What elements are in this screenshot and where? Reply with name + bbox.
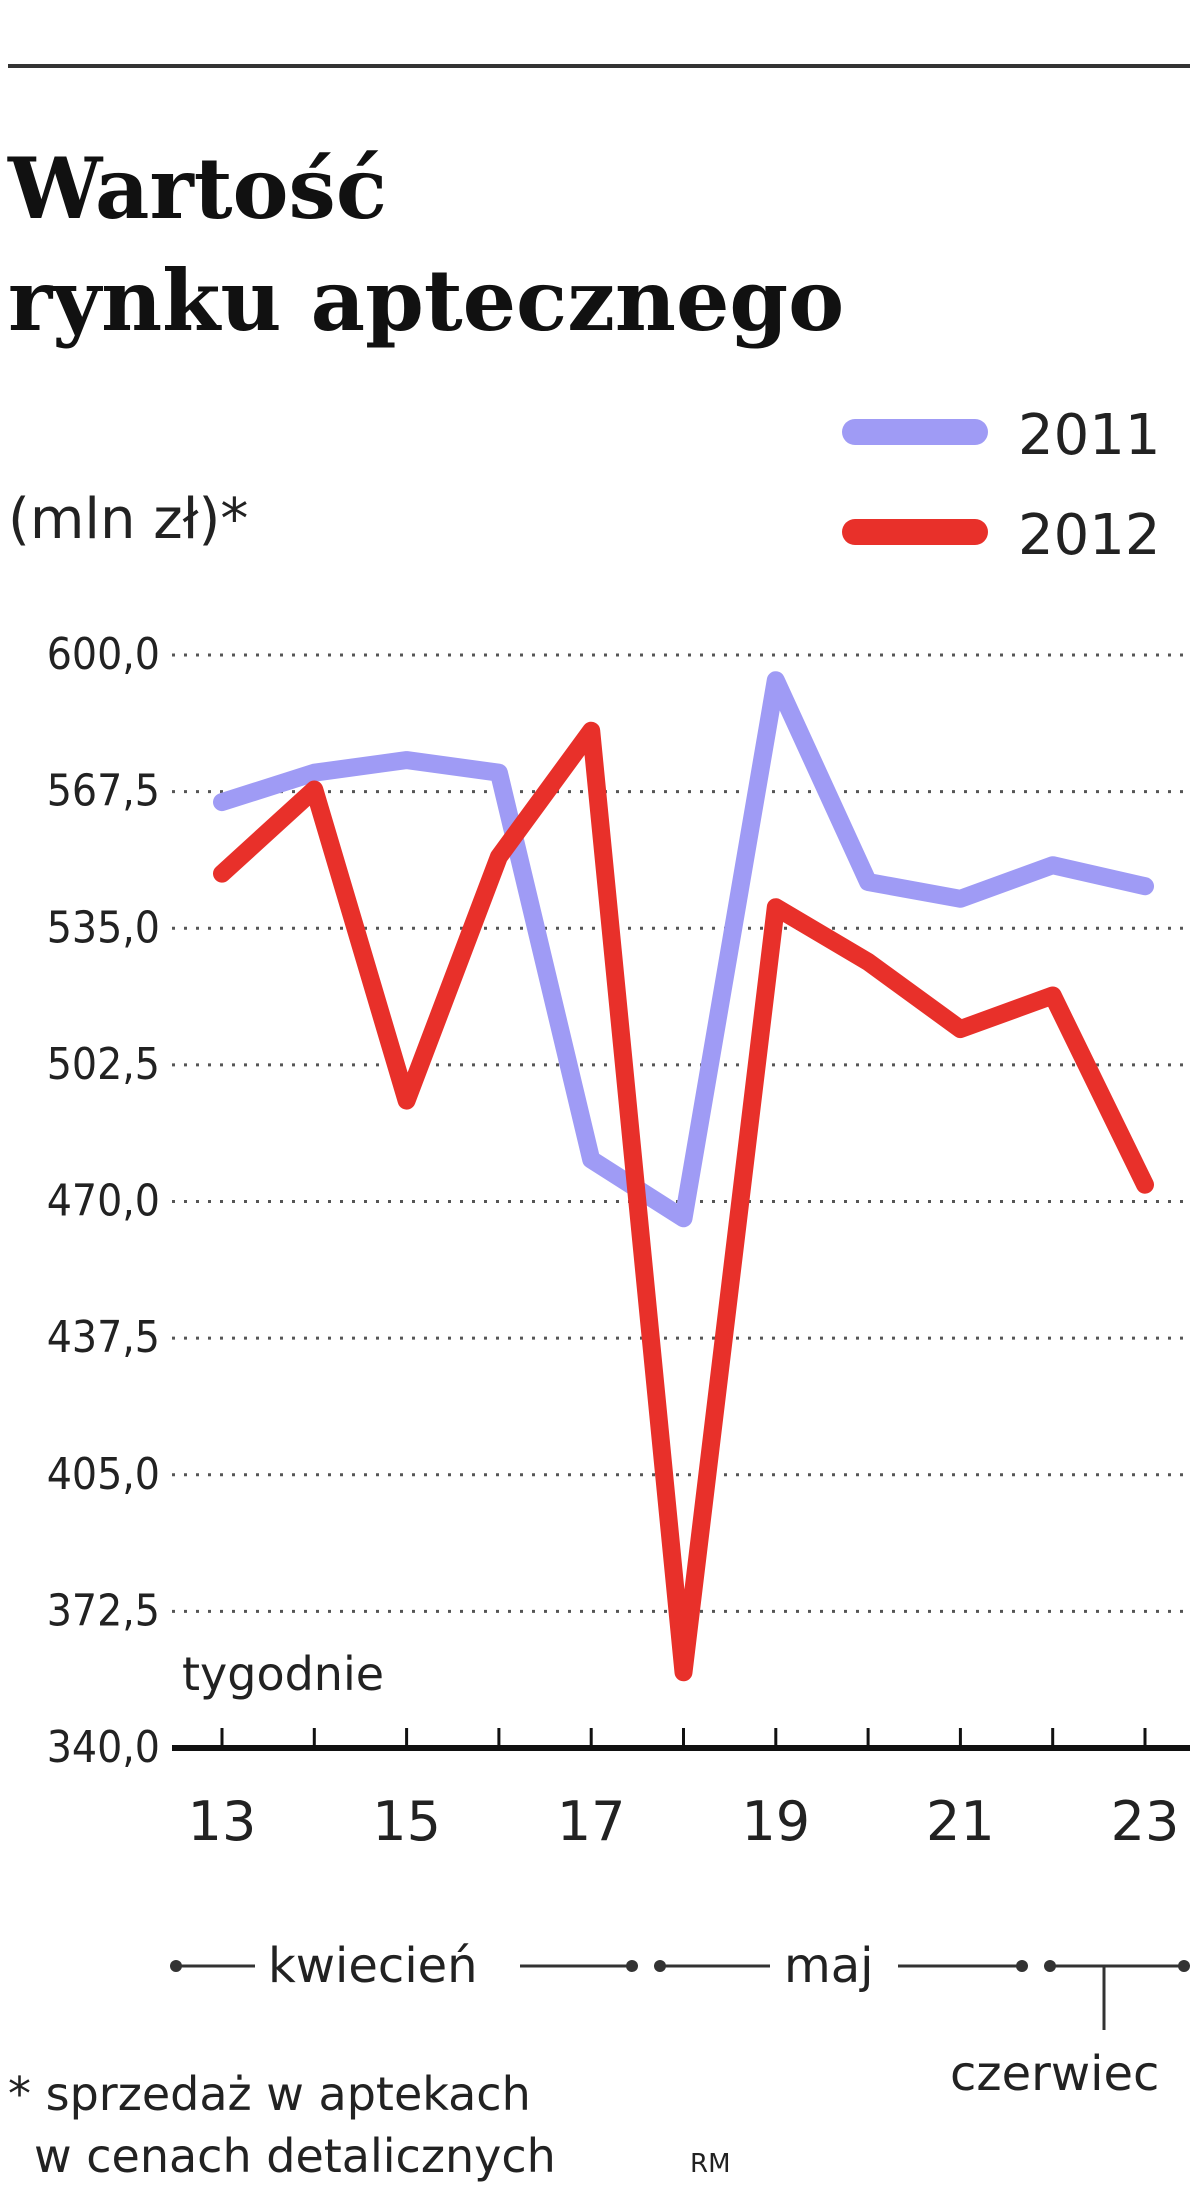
series-lines bbox=[213, 671, 1154, 1682]
series-line-2011 bbox=[213, 671, 1154, 1228]
y-tick-label: 437,5 bbox=[47, 1312, 160, 1363]
legend-label-2012: 2012 bbox=[1018, 503, 1161, 568]
y-tick-label: 535,0 bbox=[47, 902, 160, 953]
x-tick-label: 21 bbox=[926, 1790, 995, 1853]
y-axis-tick-labels: 340,0 372,5 405,0 437,5 470,0 502,5 535,0 567,5… bbox=[47, 629, 160, 1773]
x-tick-label: 17 bbox=[557, 1790, 626, 1853]
chart-title-line2: rynku aptecznego bbox=[8, 251, 844, 350]
y-tick-label: 372,5 bbox=[47, 1585, 160, 1636]
x-axis-tick-marks bbox=[220, 1728, 1147, 1748]
series-line-2012 bbox=[213, 721, 1154, 1682]
chart-title-line1: Wartość bbox=[7, 139, 387, 238]
legend-label-2011: 2011 bbox=[1018, 403, 1161, 468]
credit-label: RM bbox=[690, 2149, 731, 2179]
month-label-kwiecien: kwiecień bbox=[268, 1938, 478, 1994]
x-tick-label: 23 bbox=[1111, 1790, 1180, 1853]
x-tick-label: 15 bbox=[372, 1790, 441, 1853]
unit-label: (mln zł)* bbox=[8, 487, 248, 552]
x-tick-label: 13 bbox=[188, 1790, 257, 1853]
month-brackets: kwiecień maj czerwiec bbox=[170, 1938, 1190, 2102]
legend: 2011 2012 bbox=[842, 403, 1161, 568]
y-tick-label: 567,5 bbox=[47, 766, 160, 817]
y-tick-label: 600,0 bbox=[47, 629, 160, 680]
gridlines bbox=[172, 653, 1190, 1613]
y-tick-label: 502,5 bbox=[47, 1039, 160, 1090]
x-axis-label: tygodnie bbox=[182, 1647, 384, 1701]
y-tick-label: 340,0 bbox=[47, 1722, 160, 1773]
footnote-line2: w cenach detalicznych bbox=[34, 2129, 556, 2183]
month-label-czerwiec: czerwiec bbox=[950, 2046, 1159, 2102]
footnote-line1: * sprzedaż w aptekach bbox=[8, 2067, 531, 2121]
y-tick-label: 405,0 bbox=[47, 1449, 160, 1500]
bracket-dot bbox=[626, 1960, 638, 1972]
bracket-dot bbox=[1178, 1960, 1190, 1972]
x-axis-tick-labels: 13 15 17 19 21 23 bbox=[188, 1790, 1180, 1853]
y-tick-label: 470,0 bbox=[47, 1176, 160, 1227]
month-label-maj: maj bbox=[784, 1938, 874, 1994]
x-tick-label: 19 bbox=[741, 1790, 810, 1853]
bracket-dot bbox=[1016, 1960, 1028, 1972]
